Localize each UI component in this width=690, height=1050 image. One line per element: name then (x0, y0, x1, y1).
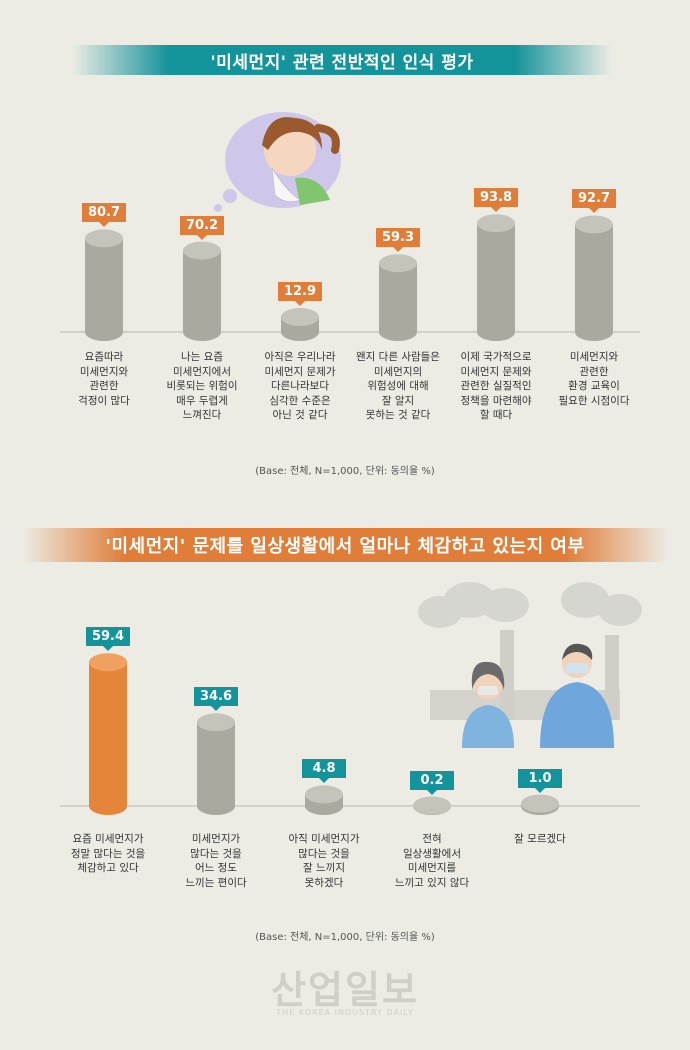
factory-people-illustration (418, 582, 642, 748)
chart2-category-label-4: 전혀 일상생활에서 미세먼지를 느끼고 있지 않다 (394, 833, 470, 889)
chart1-bars (60, 214, 640, 341)
chart2-category-label-1: 요즘 미세먼지가 정말 많다는 것을 체감하고 있다 (70, 833, 146, 874)
logo-subtitle: THE KOREA INDUSTRY DAILY (276, 1008, 414, 1017)
chart1-category-label-5: 이제 국가적으로 미세먼지 문제와 관련한 실질적인 정책을 마련해야 할 때다 (460, 351, 532, 421)
chart1-bar-3 (281, 308, 319, 341)
chart2-bar-4 (413, 796, 451, 815)
section2-title: '미세먼지' 문제를 일상생활에서 얼마나 체감하고 있는지 여부 (22, 528, 668, 562)
chart2-value-label-2: 34.6 (194, 687, 238, 712)
chart1-category-label-1: 요즘따라 미세먼지와 관련한 걱정이 많다 (78, 351, 130, 407)
chart2-category-label-2: 미세먼지가 많다는 것을 어느 정도 느끼는 편이다 (185, 833, 247, 889)
logo: 산업일보 THE KOREA INDUSTRY DAILY (245, 970, 445, 1017)
chart2-value-label-3: 4.8 (302, 759, 346, 784)
chart1-value-label-1: 80.7 (82, 203, 126, 228)
chart1-category-label-6: 미세먼지와 관련한 환경 교육이 필요한 시점이다 (558, 351, 630, 407)
chart1-value-label-5: 93.8 (474, 188, 518, 213)
logo-text: 산업일보 (271, 968, 419, 1012)
chart1-bar-6 (575, 215, 613, 341)
chart2-bars (60, 653, 640, 815)
chart1-value-label-3: 12.9 (278, 282, 322, 307)
section1-footnote: (Base: 전체, N=1,000, 단위: 동의율 %) (255, 466, 435, 477)
chart2-category-label-3: 아직 미세먼지가 많다는 것을 잘 느끼지 못하겠다 (288, 833, 360, 889)
chart1-bar-5 (477, 214, 515, 341)
chart1-bar-1 (85, 229, 123, 341)
section1-title: '미세먼지' 관련 전반적인 인식 평가 (72, 45, 612, 75)
chart1-value-label-2: 70.2 (180, 215, 224, 240)
chart2-bar-5 (521, 794, 559, 815)
chart2-category-label-5: 잘 모르겠다 (514, 833, 566, 845)
chart1-category-label-3: 아직은 우리나라 미세먼지 문제가 다른나라보다 심각한 수준은 아닌 것 같다 (264, 351, 336, 421)
chart1-bar-2 (183, 241, 221, 341)
chart1-bar-4 (379, 254, 417, 341)
chart1-category-label-4: 왠지 다른 사람들은 미세먼지의 위험성에 대해 잘 알지 못하는 것 같다 (356, 351, 440, 421)
chart1-category-label-2: 나는 요즘 미세먼지에서 비롯되는 위험이 매우 두렵게 느껴진다 (166, 351, 238, 421)
chart2-bar-2 (197, 713, 235, 815)
chart2-value-label-4: 0.2 (410, 770, 454, 795)
chart1-value-label-4: 59.3 (376, 228, 420, 253)
section2-footnote: (Base: 전체, N=1,000, 단위: 동의율 %) (255, 932, 435, 943)
chart2-value-label-5: 1.0 (518, 768, 562, 793)
chart2-bar-3 (305, 785, 343, 815)
chart2-value-label-1: 59.4 (86, 627, 130, 652)
chart1-value-label-6: 92.7 (572, 189, 616, 214)
sneezing-girl-illustration (214, 112, 341, 212)
chart2-bar-1 (89, 653, 127, 815)
